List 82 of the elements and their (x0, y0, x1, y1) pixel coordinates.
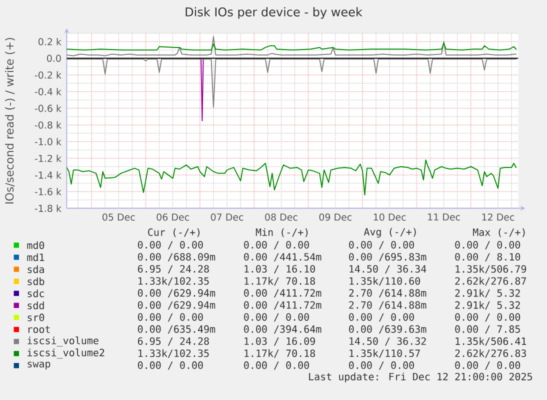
text: 0.00 / 0.00 (244, 241, 309, 250)
text: 0.00 / 0.00 (244, 361, 309, 370)
y-tick-label: 0.0 (47, 54, 61, 62)
text: 0.00 / 0.00 (455, 313, 520, 322)
text: 0.00 / 0.00 (138, 313, 203, 322)
text: 1.35k/506.79 (456, 265, 526, 274)
text: 0.00 /441.54m (244, 253, 322, 262)
y-tick-label: -0.2 k (34, 71, 62, 79)
legend-label: sdb (28, 277, 44, 286)
text: 0.00 /629.94m (138, 301, 216, 310)
text: 2.91k/ 5.32 (455, 301, 520, 310)
x-tick-label: 10 Dec (374, 214, 406, 221)
x-tick-label: 06 Dec (156, 214, 189, 221)
text: 2.62k/276.87 (455, 277, 526, 286)
text: 0.00 / 0.00 (455, 241, 520, 250)
legend-label: swap (28, 362, 50, 370)
legend-label: sr0 (28, 314, 44, 322)
legend-label: root (28, 326, 50, 334)
text: 0.00 / 0.00 (244, 313, 309, 322)
y-tick-label: -1.4 k (34, 171, 62, 179)
chart-title: Disk IOs per device - by week (186, 7, 362, 19)
text: Cur (-/+) (148, 228, 200, 238)
text: 1.03 / 16.09 (244, 337, 315, 346)
text: 14.50 / 36.34 (350, 265, 426, 274)
x-tick-label: 08 Dec (265, 214, 298, 221)
text: 0.00 /639.63m (349, 325, 426, 334)
text: 0.00 /629.94m (138, 289, 216, 298)
y-tick-label: 0.2 k (38, 38, 62, 46)
text: 0.00 /411.72m (244, 289, 322, 298)
text: 0.00 / 0.00 (349, 361, 414, 370)
legend-label: md1 (27, 253, 44, 262)
text: 0.00 / 0.00 (349, 313, 414, 322)
text: 0.00 /695.83m (349, 253, 426, 262)
text: Last update: Fri Dec 12 21:00:00 2025 (309, 372, 532, 382)
y-tick-label: -1.2 k (34, 154, 62, 162)
text: 2.70 /614.88m (349, 289, 426, 298)
y-tick-label: -0.4 k (34, 88, 62, 96)
x-tick-label: 12 Dec (482, 214, 514, 221)
text: 0.00 / 7.85 (455, 325, 520, 334)
text: 0.00 /411.72m (244, 301, 322, 310)
legend-label: md0 (27, 241, 44, 250)
x-tick-label: 05 Dec (102, 214, 135, 221)
legend-label: iscsi_volume (28, 336, 98, 347)
text: Max (-/+) (473, 228, 525, 238)
x-tick-label: 09 Dec (319, 214, 352, 221)
y-tick-label: -1.6 k (34, 188, 62, 196)
text: 1.35k/506.41 (456, 337, 526, 346)
x-tick-label: 11 Dec (428, 214, 460, 221)
y-tick-label: -0.8 k (34, 121, 62, 129)
y-tick-label: -0.6 k (34, 104, 62, 112)
y-tick-label: -1.8 k (34, 204, 62, 212)
text: 0.00 / 0.00 (455, 361, 520, 370)
legend-label: sda (28, 265, 44, 274)
text: 0.00 /394.64m (244, 325, 322, 334)
y-axis-title: IOs/second read (-) / write (+) (5, 38, 15, 204)
text: Avg (-/+) (364, 228, 416, 238)
text: 1.35k/110.60 (350, 277, 420, 286)
text: 6.95 / 24.28 (138, 265, 209, 274)
text: 1.33k/102.35 (138, 277, 209, 286)
text: 14.50 / 36.32 (350, 337, 426, 346)
y-tick-label: -1.0 k (34, 138, 62, 146)
legend-label: iscsi_volume2 (28, 348, 104, 359)
text: 1.35k/110.57 (350, 349, 420, 358)
legend-label: sdd (28, 302, 44, 310)
text: 2.70 /614.88m (349, 301, 426, 310)
text: 2.62k/276.83 (455, 349, 526, 358)
text: 1.03 / 16.10 (244, 265, 315, 274)
text: 0.00 /688.09m (138, 253, 216, 262)
text: 6.95 / 24.28 (138, 337, 209, 346)
text: 2.91k/ 5.32 (455, 289, 520, 298)
x-tick-label: 07 Dec (210, 214, 244, 221)
line-series (66, 58, 517, 108)
text: 0.00 / 8.10 (455, 253, 520, 262)
text: 1.17k/ 70.18 (244, 349, 315, 358)
text: Min (-/+) (256, 228, 308, 238)
text: 1.33k/102.35 (138, 349, 209, 358)
text: 0.00 / 0.00 (138, 361, 203, 370)
text: 0.00 / 0.00 (349, 241, 414, 250)
text: 0.00 /635.49m (138, 325, 216, 334)
text: 1.17k/ 70.18 (244, 277, 315, 286)
legend-label: sdc (28, 289, 44, 298)
text: 0.00 / 0.00 (138, 241, 203, 250)
